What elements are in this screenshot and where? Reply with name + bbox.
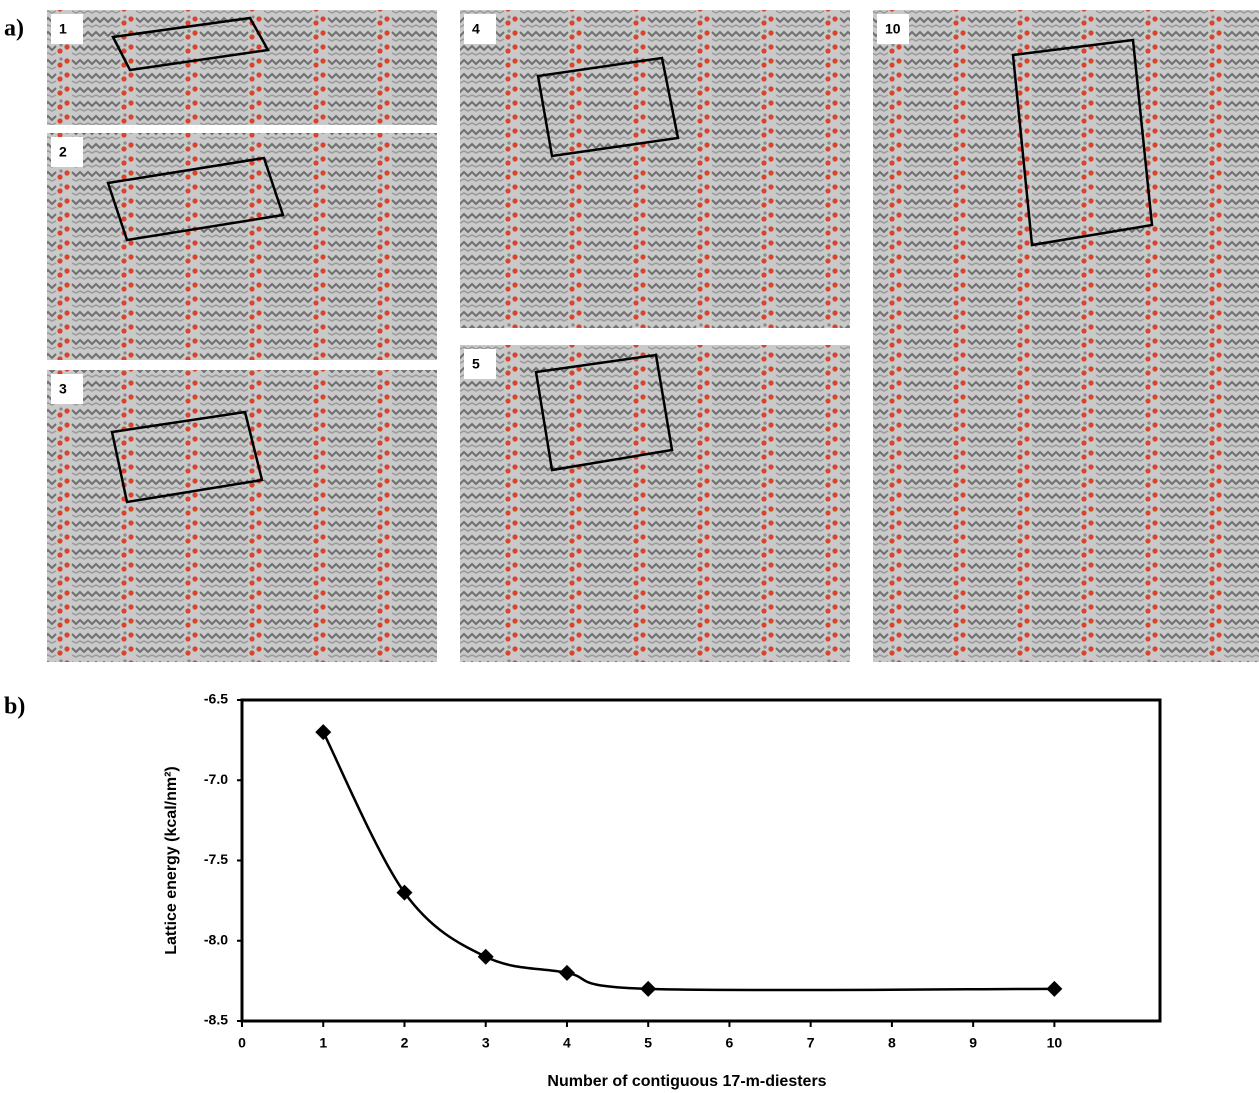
- x-tick-label: 10: [1047, 1035, 1063, 1051]
- panel-label: 5: [472, 356, 480, 372]
- panel-label-box: [877, 14, 909, 44]
- simulation-image: [47, 10, 437, 125]
- unit-cell: [534, 353, 674, 472]
- unit-cell: [111, 16, 270, 72]
- y-tick-label: -7.5: [204, 851, 228, 867]
- panel-label: 1: [59, 21, 67, 37]
- panel-label: 4: [472, 21, 480, 37]
- figure-label: a): [4, 16, 24, 42]
- y-tick-label: -6.5: [204, 691, 228, 707]
- data-marker: [1046, 980, 1063, 997]
- x-tick-label: 6: [726, 1035, 734, 1051]
- x-tick-label: 3: [482, 1035, 490, 1051]
- x-tick-label: 0: [238, 1035, 246, 1051]
- panel-label-box: [51, 374, 83, 404]
- simulation-image: [460, 345, 850, 662]
- unit-cell: [1011, 38, 1154, 247]
- y-tick-label: -8.0: [204, 931, 228, 947]
- data-marker: [640, 980, 657, 997]
- y-tick-label: -7.0: [204, 771, 228, 787]
- data-line: [322, 731, 1055, 992]
- x-tick-label: 1: [319, 1035, 327, 1051]
- panel-label-box: [51, 137, 83, 167]
- unit-cell: [536, 56, 680, 158]
- data-marker: [396, 884, 413, 901]
- x-tick-label: 9: [969, 1035, 977, 1051]
- panel-label: 10: [885, 21, 901, 37]
- simulation-image: [47, 370, 437, 662]
- x-tick-label: 7: [807, 1035, 815, 1051]
- simulation-image: [460, 10, 850, 328]
- unit-cell: [110, 410, 264, 504]
- data-marker: [477, 948, 494, 965]
- panel-label: 2: [59, 144, 67, 160]
- plot-frame: [240, 698, 1162, 1023]
- figure-label: b): [4, 694, 25, 720]
- y-axis-title: Lattice energy (kcal/nm²): [163, 766, 180, 955]
- chart: -6.5 -7.0 -7.5 -8.0 -8.5 0 1 2 3 4 5 6 7 8 9 10 Number o…: [163, 691, 1162, 1090]
- panel-label-box: [51, 14, 83, 44]
- simulation-image: [47, 133, 437, 360]
- data-marker: [558, 964, 575, 981]
- x-tick-label: 5: [644, 1035, 652, 1051]
- x-tick-label: 2: [401, 1035, 409, 1051]
- unit-cell: [106, 156, 285, 242]
- x-tick-label: 4: [563, 1035, 571, 1051]
- x-axis-title: Number of contiguous 17-m-diesters: [547, 1073, 826, 1090]
- x-tick-label: 8: [888, 1035, 896, 1051]
- data-marker: [315, 724, 332, 741]
- y-tick-label: -8.5: [204, 1012, 228, 1028]
- panel-label: 3: [59, 381, 67, 397]
- panel-label-box: [464, 14, 496, 44]
- panels: 1 2 3 4 5 10: [47, 10, 1259, 662]
- panel-label-box: [464, 349, 496, 379]
- simulation-image: [873, 10, 1259, 662]
